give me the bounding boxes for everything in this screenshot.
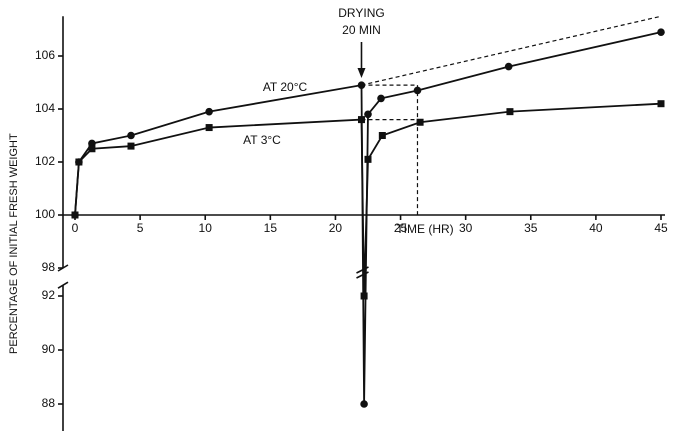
marker [504,62,513,71]
x-tick-label: 0 [72,221,79,235]
marker [71,211,79,219]
y-tick-label: 98 [42,260,56,274]
marker [205,107,213,116]
x-tick-label: 5 [137,221,144,235]
series-label: AT 3°C [243,133,281,147]
marker [360,400,368,408]
y-tick-label: 106 [35,48,55,62]
marker [416,118,424,126]
x-tick-label: 25 [394,221,408,235]
y-tick-label: 90 [42,342,56,356]
annotation: 20 MIN [342,23,381,37]
marker [378,132,386,139]
dashed-line [361,84,419,215]
marker [88,145,96,153]
marker [657,100,665,108]
marker [360,292,368,300]
x-tick-label: 30 [459,221,473,235]
x-tick-label: 20 [329,221,343,235]
series-label: AT 20°C [263,80,308,94]
marker [364,110,372,119]
y-tick-label: 102 [35,154,55,168]
arrow-head [357,68,366,78]
x-tick-label: 15 [264,221,278,235]
x-tick-label: 35 [524,221,538,235]
y-tick-label: 104 [35,101,55,115]
y-tick-label: 88 [42,396,56,410]
axis-break [57,281,69,289]
y-tick-label: 92 [42,288,56,302]
x-tick-label: 10 [199,221,213,235]
marker [127,142,135,150]
marker [377,94,385,103]
x-tick-label: 40 [589,221,603,235]
marker [127,131,135,140]
marker [413,86,422,95]
marker [357,81,366,89]
y-axis-label: PERCENTAGE OF INITIAL FRESH WEIGHT [8,133,20,354]
x-axis-label: TIME (HR) [396,222,453,236]
x-tick-label: 45 [654,221,668,235]
marker [506,108,514,116]
marker [205,124,213,132]
series-line [74,31,662,405]
marker [364,155,372,163]
marker [357,116,365,124]
marker [75,158,83,166]
dashed-line [361,15,662,86]
y-tick-label: 100 [35,207,55,221]
marker [657,28,665,36]
annotation: DRYING [338,6,384,20]
